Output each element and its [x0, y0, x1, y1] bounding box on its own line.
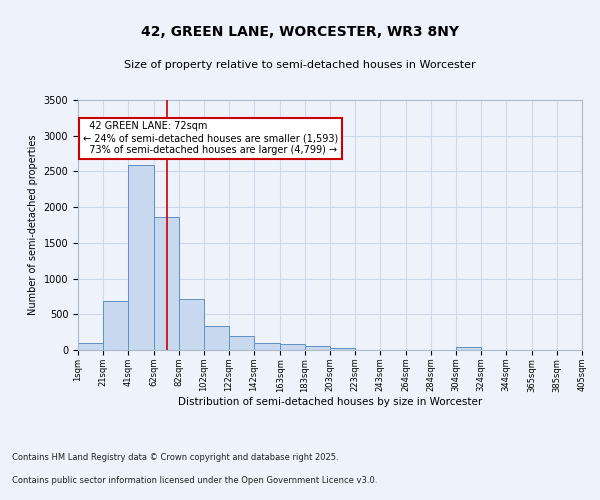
Bar — [78, 343, 103, 350]
Text: Size of property relative to semi-detached houses in Worcester: Size of property relative to semi-detach… — [124, 60, 476, 70]
Bar — [103, 302, 128, 350]
Bar — [456, 347, 481, 350]
Text: 42, GREEN LANE, WORCESTER, WR3 8NY: 42, GREEN LANE, WORCESTER, WR3 8NY — [141, 25, 459, 39]
Text: Contains public sector information licensed under the Open Government Licence v3: Contains public sector information licen… — [12, 476, 377, 485]
Bar — [330, 348, 355, 350]
Bar — [305, 346, 330, 350]
Text: 42 GREEN LANE: 72sqm
← 24% of semi-detached houses are smaller (1,593)
  73% of : 42 GREEN LANE: 72sqm ← 24% of semi-detac… — [83, 122, 338, 154]
Bar — [128, 165, 154, 350]
Bar — [254, 343, 280, 350]
Bar — [229, 336, 254, 350]
Text: Contains HM Land Registry data © Crown copyright and database right 2025.: Contains HM Land Registry data © Crown c… — [12, 454, 338, 462]
Y-axis label: Number of semi-detached properties: Number of semi-detached properties — [28, 134, 38, 316]
Bar — [179, 298, 204, 350]
Bar — [154, 217, 179, 350]
X-axis label: Distribution of semi-detached houses by size in Worcester: Distribution of semi-detached houses by … — [178, 397, 482, 407]
Bar — [204, 326, 229, 350]
Bar — [280, 344, 305, 350]
